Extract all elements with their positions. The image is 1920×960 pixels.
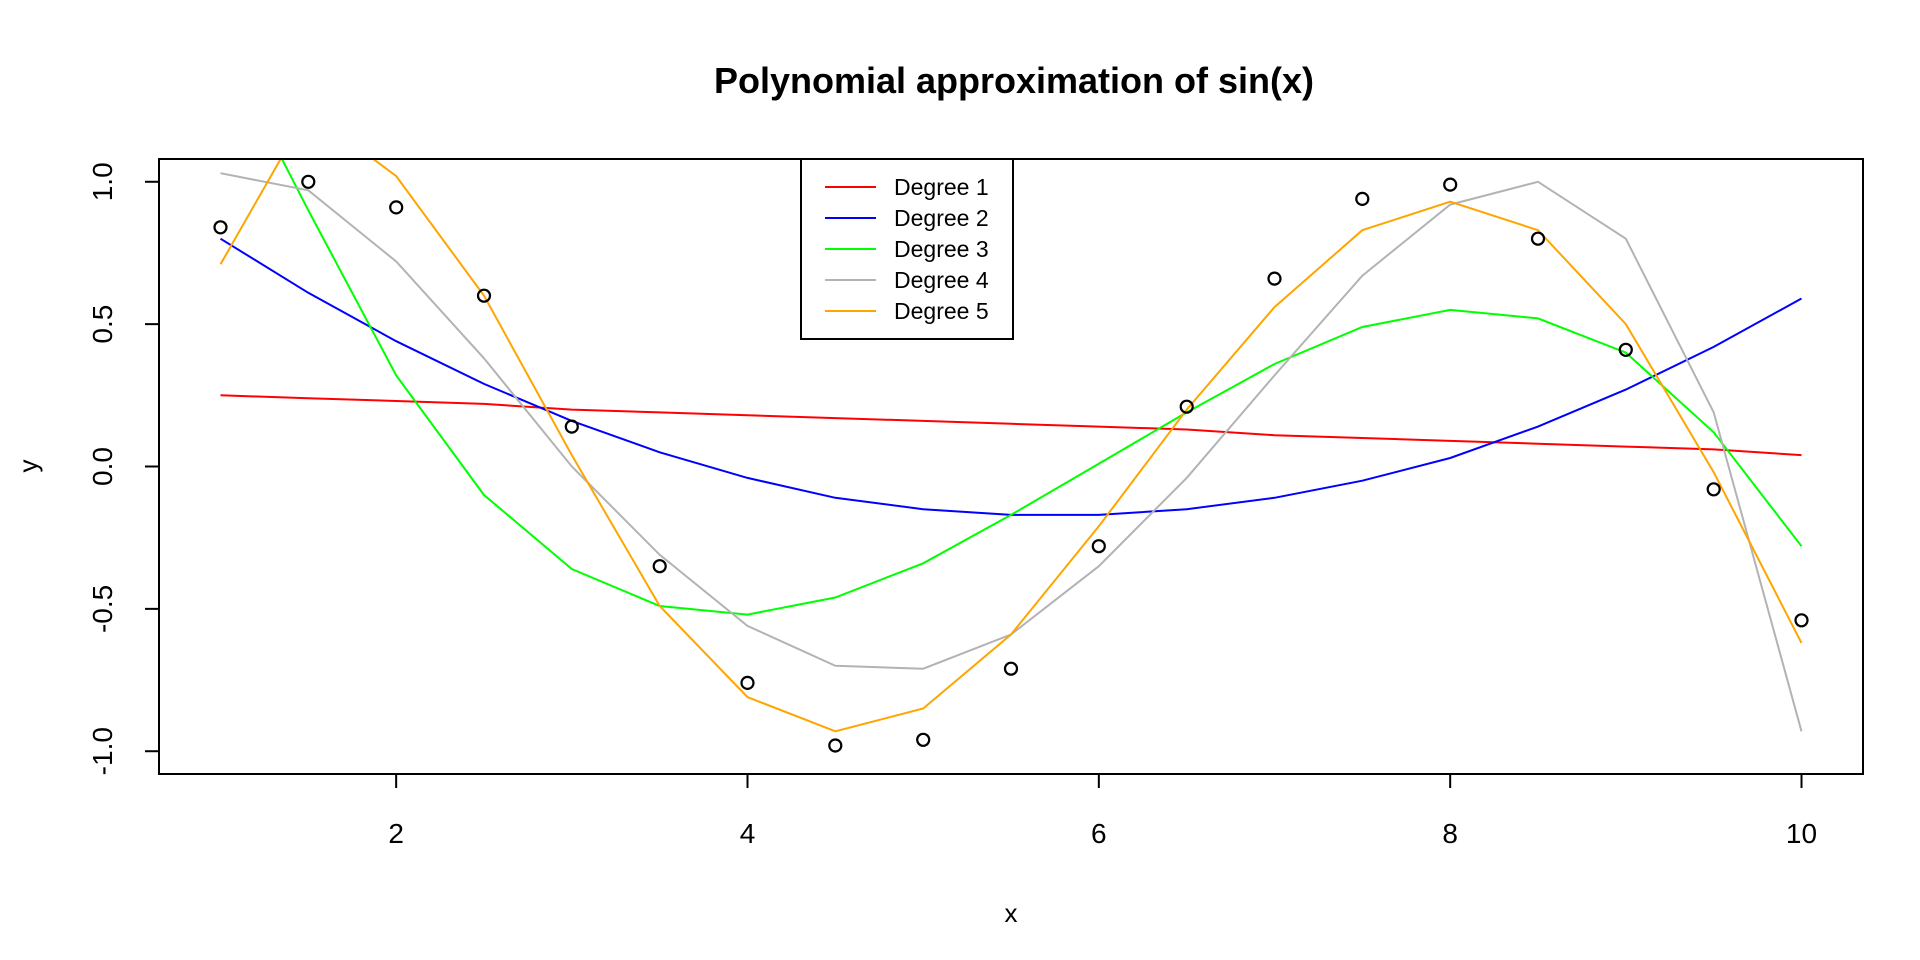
x-tick-label: 4 bbox=[740, 818, 756, 849]
data-point bbox=[1355, 191, 1370, 206]
y-tick-label: -1.0 bbox=[87, 727, 118, 775]
data-point bbox=[301, 174, 316, 189]
legend: Degree 1 Degree 2 Degree 3 Degree 4 Degree 5 bbox=[800, 158, 1014, 340]
data-point bbox=[476, 288, 492, 303]
data-point bbox=[213, 220, 228, 235]
x-axis: 2 4 6 8 10 bbox=[388, 773, 1817, 849]
chart-title: Polynomial approximation of sin(x) bbox=[714, 60, 1314, 101]
data-point bbox=[1091, 539, 1106, 554]
data-point bbox=[740, 675, 755, 691]
x-tick-label: 8 bbox=[1442, 818, 1458, 849]
y-tick-label: 0.5 bbox=[87, 305, 118, 344]
data-point bbox=[1706, 482, 1721, 497]
data-point bbox=[828, 738, 843, 753]
data-point bbox=[1794, 613, 1809, 628]
legend-label: Degree 5 bbox=[894, 298, 989, 324]
legend-label: Degree 3 bbox=[894, 236, 989, 262]
series-line-5 bbox=[219, 159, 1803, 733]
y-tick-label: -0.5 bbox=[87, 585, 118, 633]
y-axis-label: y bbox=[13, 460, 43, 473]
data-point bbox=[1530, 231, 1546, 246]
y-axis: -1.0 -0.5 0.0 0.5 1.0 bbox=[87, 162, 160, 775]
data-point bbox=[652, 559, 667, 574]
series-line-3 bbox=[280, 159, 1803, 616]
data-point bbox=[564, 419, 579, 434]
y-tick-label: 0.0 bbox=[87, 447, 118, 486]
series-line-1 bbox=[220, 394, 1802, 457]
data-point bbox=[1267, 271, 1282, 286]
x-tick-label: 10 bbox=[1786, 818, 1817, 849]
data-point bbox=[916, 732, 931, 747]
data-point bbox=[1003, 661, 1019, 676]
legend-label: Degree 2 bbox=[894, 205, 989, 231]
data-point bbox=[1443, 177, 1458, 192]
x-tick-label: 6 bbox=[1091, 818, 1107, 849]
data-point bbox=[1179, 399, 1194, 414]
legend-label: Degree 4 bbox=[894, 267, 989, 293]
data-point bbox=[1618, 342, 1633, 357]
y-tick-label: 1.0 bbox=[87, 162, 118, 201]
legend-label: Degree 1 bbox=[894, 174, 989, 200]
x-tick-label: 2 bbox=[388, 818, 404, 849]
data-point bbox=[389, 200, 404, 215]
x-axis-label: x bbox=[1005, 898, 1018, 928]
